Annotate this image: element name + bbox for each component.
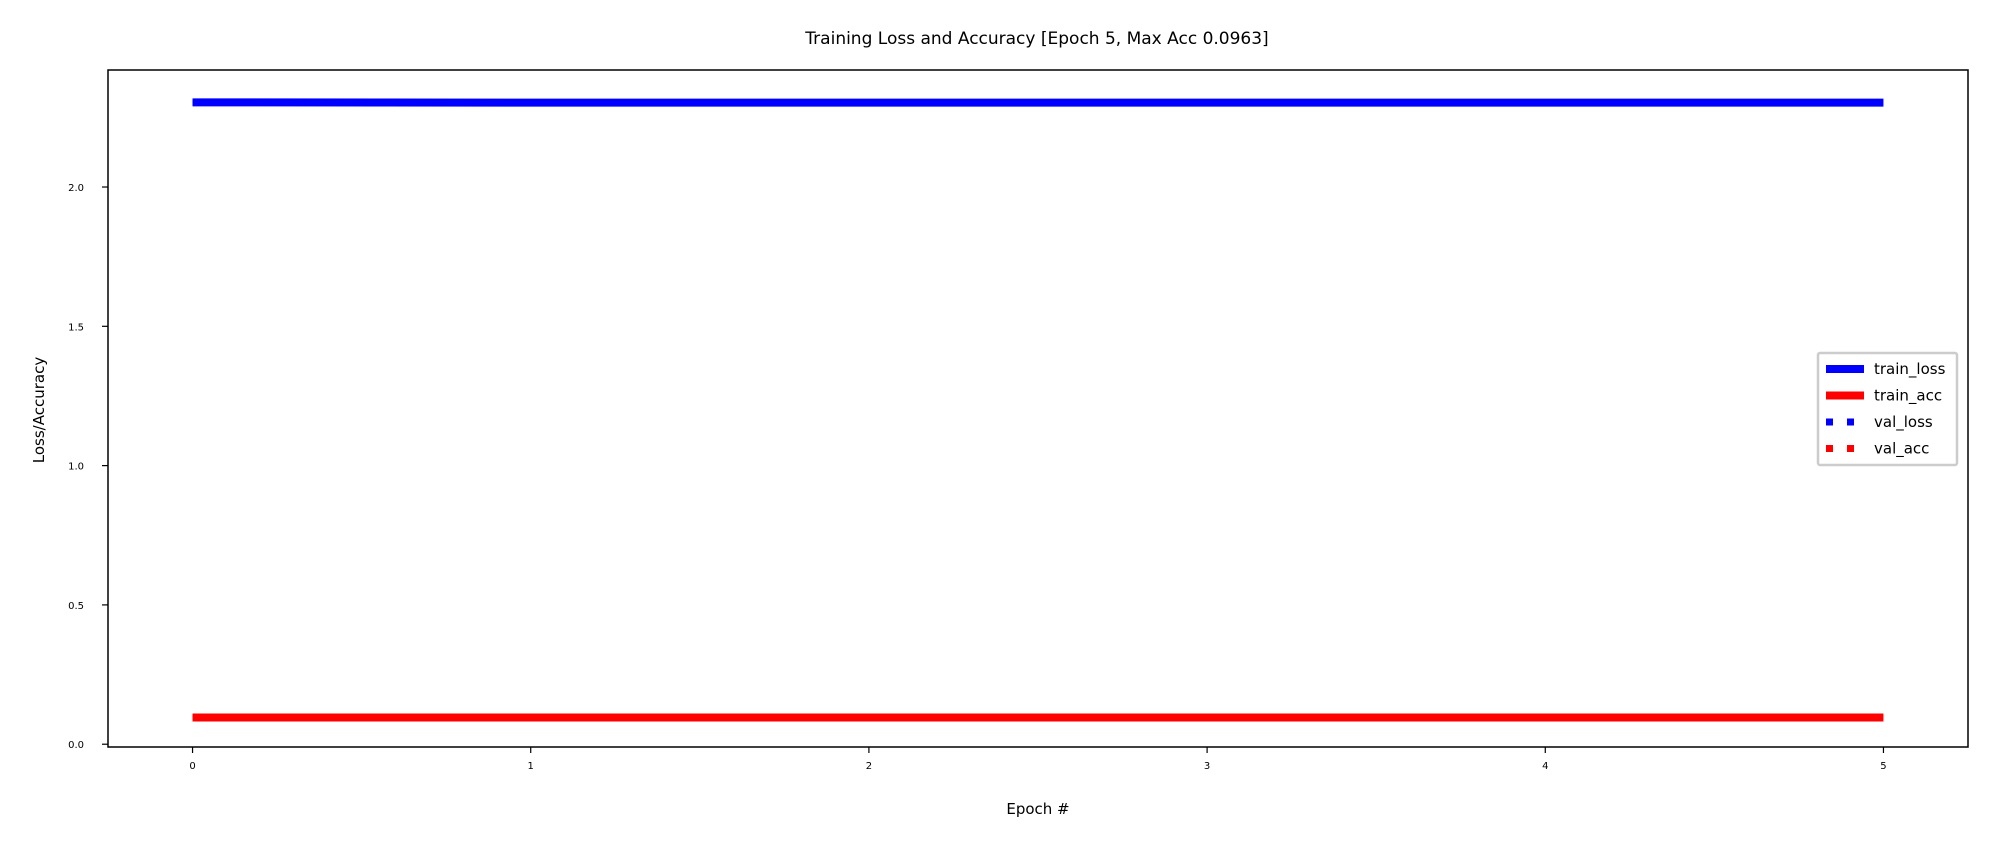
- x-axis-label: Epoch #: [1006, 800, 1069, 818]
- legend-box: [1816, 351, 1959, 467]
- legend-label-val_loss: val_loss: [1874, 413, 1933, 432]
- y-axis: 0.0 0.5 1.0 1.5 2.0: [68, 183, 108, 751]
- legend: train_loss train_acc val_loss val_acc: [1816, 351, 1959, 467]
- y-axis-label: Loss/Accuracy: [30, 357, 48, 464]
- y-tick-label-4: 2.0: [68, 183, 84, 194]
- y-tick-label-0: 0.0: [68, 740, 84, 751]
- y-tick-label-2: 1.0: [68, 462, 84, 473]
- legend-label-train_loss: train_loss: [1874, 360, 1946, 379]
- legend-label-train_acc: train_acc: [1874, 387, 1942, 406]
- x-tick-label-1: 1: [528, 761, 534, 772]
- x-tick-label-2: 2: [866, 761, 872, 772]
- x-tick-label-3: 3: [1204, 761, 1210, 772]
- x-tick-label-5: 5: [1880, 761, 1886, 772]
- legend-label-val_acc: val_acc: [1874, 440, 1929, 459]
- y-tick-label-3: 1.5: [68, 322, 84, 333]
- x-tick-label-4: 4: [1542, 761, 1548, 772]
- x-tick-label-0: 0: [189, 761, 195, 772]
- series-layer: [192, 98, 1884, 722]
- y-tick-label-1: 0.5: [68, 601, 84, 612]
- plot-frame: [107, 69, 1969, 748]
- chart-title: Training Loss and Accuracy [Epoch 5, Max…: [804, 29, 1268, 49]
- x-axis: 0 1 2 3 4 5: [189, 747, 1887, 772]
